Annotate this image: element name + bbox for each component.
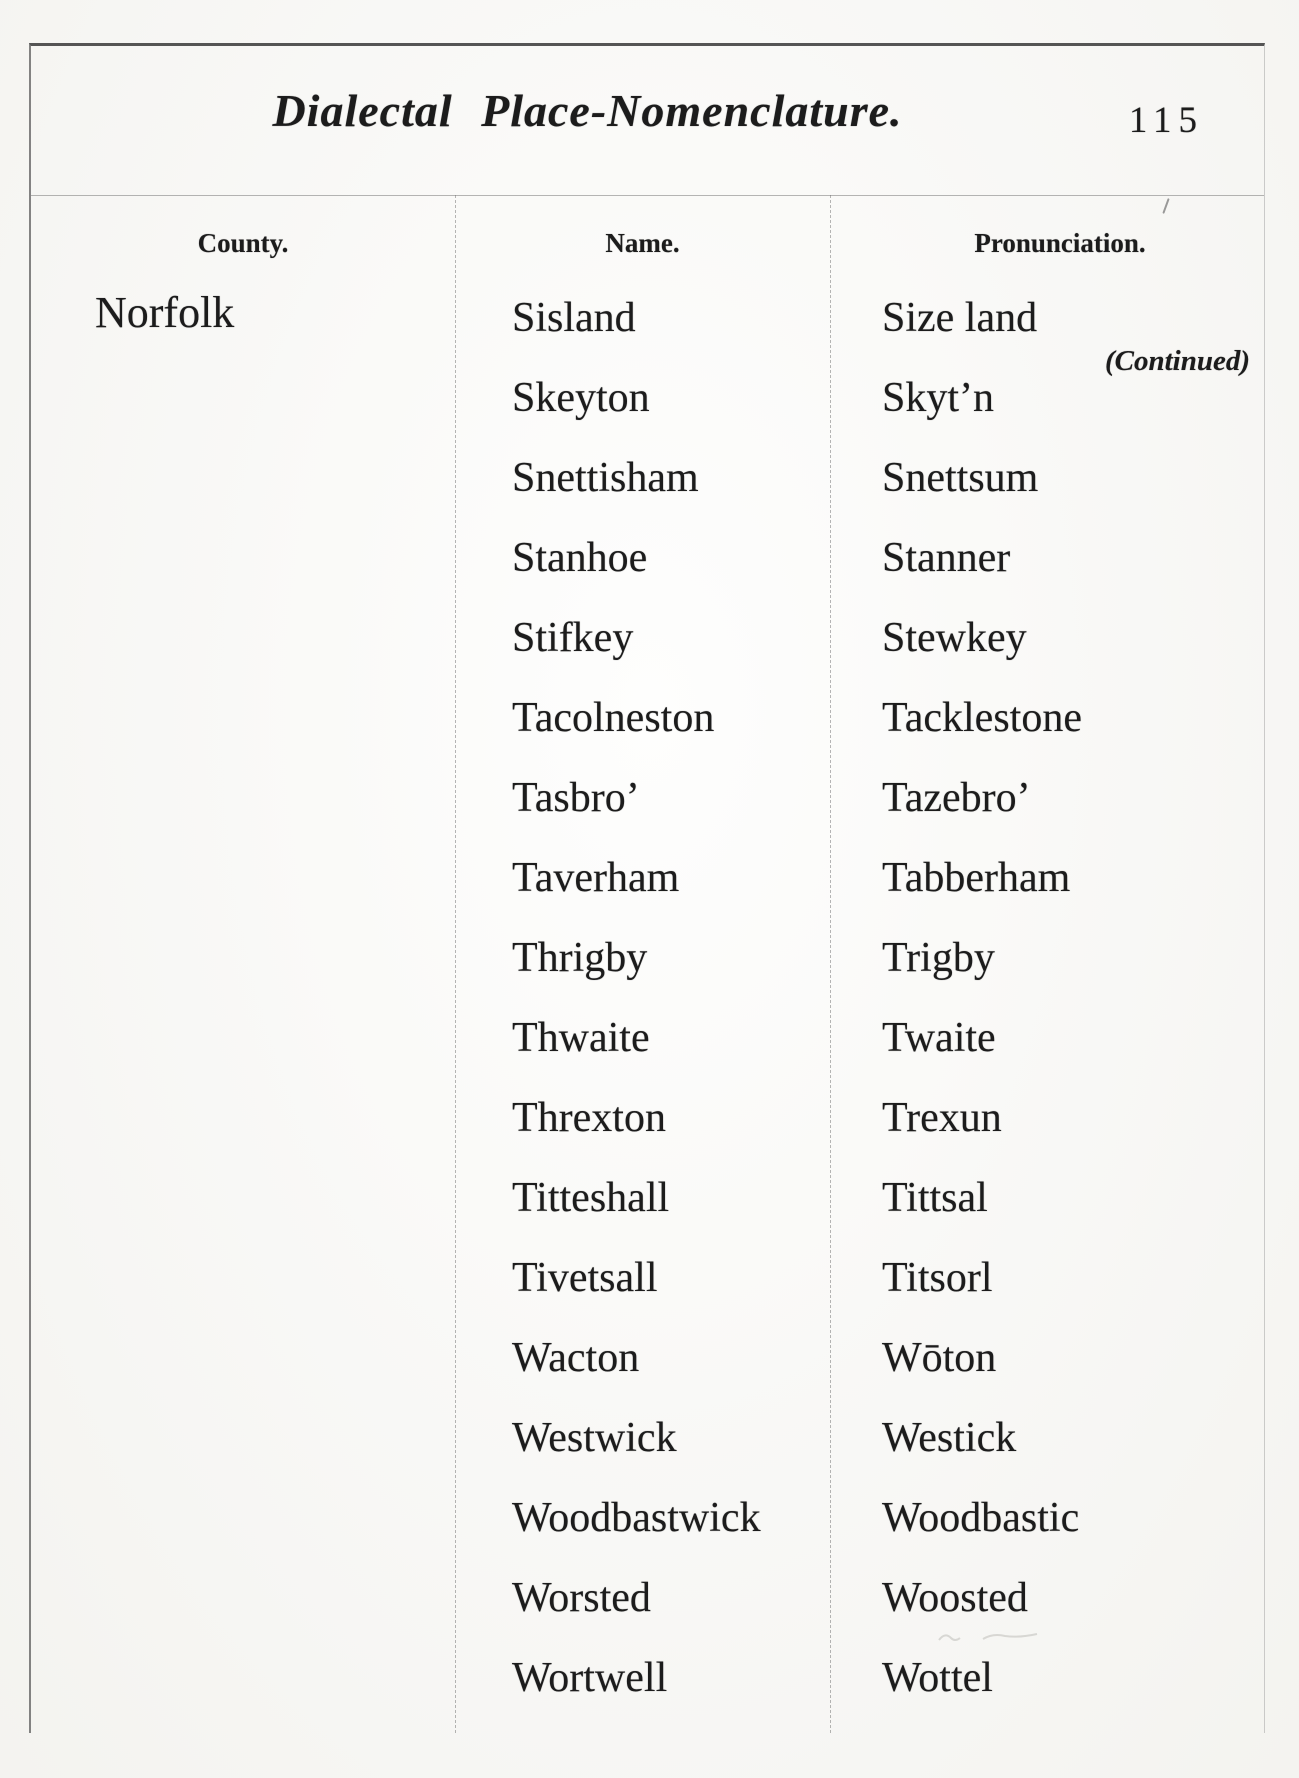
place-name: Stifkey <box>512 615 634 661</box>
place-name: Tasbro’ <box>512 775 640 821</box>
place-pronunciation: Woodbastic <box>882 1495 1080 1541</box>
place-pronunciation: Wottel <box>882 1655 993 1701</box>
page-number: 115 <box>1128 100 1204 141</box>
place-pronunciation: Stewkey <box>882 615 1027 661</box>
table-row: Titteshall Tittsal <box>455 1174 1264 1254</box>
place-name: Stanhoe <box>512 535 648 581</box>
place-pronunciation: Twaite <box>882 1015 996 1061</box>
table-row: Stifkey Stewkey <box>455 614 1264 694</box>
place-pronunciation: Wōton <box>882 1335 997 1381</box>
place-pronunciation: Tittsal <box>882 1175 988 1221</box>
column-header-pronunciation: Pronunciation. <box>974 228 1146 258</box>
place-name: Wacton <box>512 1335 640 1381</box>
place-pronunciation: Titsorl <box>882 1255 993 1301</box>
table-row: Tivetsall Titsorl <box>455 1254 1264 1334</box>
place-name: Snettisham <box>512 455 699 501</box>
place-pronunciation: Woosted <box>882 1575 1028 1621</box>
place-name: Tivetsall <box>512 1255 658 1301</box>
page-frame: Dialectal Place-Nomenclature. 115 County… <box>29 43 1265 1733</box>
place-pronunciation: Size land <box>882 295 1038 341</box>
place-pronunciation: Tabberham <box>882 855 1071 901</box>
place-name-rows: Sisland Size land Skeyton Skyt’n Snettis… <box>455 294 1264 1734</box>
table-row: Wacton Wōton <box>455 1334 1264 1414</box>
table-row: Tasbro’ Tazebro’ <box>455 774 1264 854</box>
column-header-name: Name. <box>605 228 680 258</box>
table-row: Threxton Trexun <box>455 1094 1264 1174</box>
place-name: Thwaite <box>512 1015 650 1061</box>
stray-ink-mark <box>1162 198 1170 214</box>
place-name: Threxton <box>512 1095 666 1141</box>
place-pronunciation: Skyt’n <box>882 375 995 421</box>
column-header-county: County. <box>197 228 289 258</box>
place-pronunciation: Tacklestone <box>882 695 1082 741</box>
place-pronunciation: Tazebro’ <box>882 775 1031 821</box>
place-name: Titteshall <box>512 1175 670 1221</box>
place-name: Worsted <box>512 1575 651 1621</box>
table-row: Taverham Tabberham <box>455 854 1264 934</box>
page-header: Dialectal Place-Nomenclature. 115 <box>31 46 1264 196</box>
place-name: Taverham <box>512 855 680 901</box>
table-row: Tacolneston Tacklestone <box>455 694 1264 774</box>
place-pronunciation: Trigby <box>882 935 995 981</box>
place-name: Woodbastwick <box>512 1495 761 1541</box>
table-row: Snettisham Snettsum <box>455 454 1264 534</box>
place-pronunciation: Snettsum <box>882 455 1039 501</box>
pencil-smudge <box>938 1633 1038 1641</box>
place-name: Thrigby <box>512 935 648 981</box>
place-name: Westwick <box>512 1415 677 1461</box>
table-row: Thwaite Twaite <box>455 1014 1264 1094</box>
place-name: Skeyton <box>512 375 650 421</box>
table-body: County. Name. Pronunciation. Norfolk (Co… <box>31 195 1264 1733</box>
place-pronunciation: Westick <box>882 1415 1017 1461</box>
table-row: Worsted Woosted <box>455 1574 1264 1654</box>
table-row: Stanhoe Stanner <box>455 534 1264 614</box>
table-row: Woodbastwick Woodbastic <box>455 1494 1264 1574</box>
column-divider-1 <box>455 195 456 1733</box>
page-title: Dialectal Place-Nomenclature. <box>272 85 903 136</box>
place-pronunciation: Trexun <box>882 1095 1002 1141</box>
table-row: Sisland Size land <box>455 294 1264 374</box>
table-row: Thrigby Trigby <box>455 934 1264 1014</box>
table-row: Wortwell Wottel <box>455 1654 1264 1734</box>
column-divider-2 <box>830 195 831 1733</box>
county-name: Norfolk <box>95 288 235 337</box>
place-name: Wortwell <box>512 1655 668 1701</box>
table-row: Westwick Westick <box>455 1414 1264 1494</box>
place-name: Tacolneston <box>512 695 715 741</box>
table-row: Skeyton Skyt’n <box>455 374 1264 454</box>
county-continued-note: (Continued) <box>1104 345 1250 377</box>
place-pronunciation: Stanner <box>882 535 1011 581</box>
place-name: Sisland <box>512 295 636 341</box>
